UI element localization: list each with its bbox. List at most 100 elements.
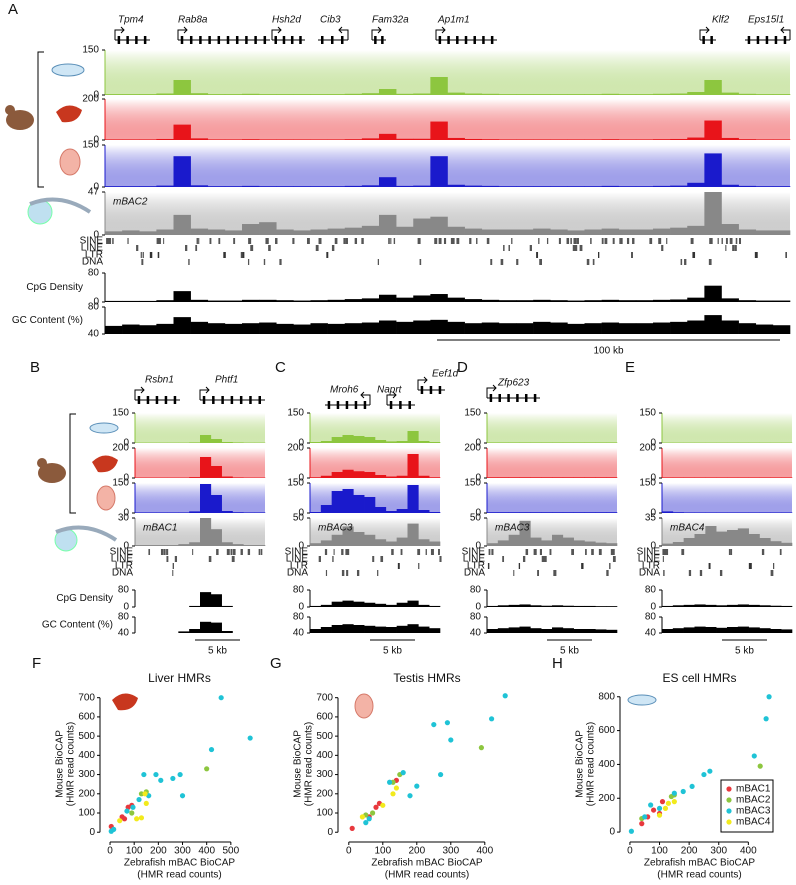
exon [702, 36, 705, 44]
point [390, 791, 396, 797]
signal-bar [721, 92, 739, 95]
signal-bar [530, 512, 542, 513]
track-name: mBAC4 [670, 523, 705, 534]
y-tick-label: 80 [645, 612, 657, 623]
signal-bar [221, 442, 233, 443]
signal-bar [189, 442, 201, 443]
y-tick-label: 300 [78, 769, 95, 780]
gene-name: Eef1d [432, 369, 459, 380]
signal-bar [662, 477, 674, 478]
signal-bar [759, 512, 771, 513]
exon [299, 36, 302, 44]
signal-bar [562, 605, 574, 607]
signal-bar [533, 139, 551, 140]
repeat-mark [450, 238, 454, 244]
signal-bar [327, 94, 346, 95]
exon [155, 396, 159, 404]
repeat-mark [397, 563, 400, 569]
signal-bar [694, 534, 706, 546]
signal-bar [122, 324, 140, 334]
signal-bar [508, 477, 520, 478]
y-tick-label: 0 [650, 508, 656, 519]
signal-bar [573, 477, 585, 478]
signal-bar [464, 228, 483, 235]
repeat-mark [609, 563, 611, 569]
signal-bar [259, 186, 277, 187]
point [766, 694, 772, 700]
repeat-mark [543, 556, 546, 562]
repeat-mark [738, 238, 742, 244]
repeat-mark [306, 238, 310, 244]
y-tick-label: 0 [475, 541, 481, 552]
repeat-mark [544, 556, 547, 562]
repeat-mark [666, 238, 668, 244]
signal-bar [122, 186, 140, 187]
gene-name: Fam32a [372, 15, 409, 26]
signal-bar [481, 185, 500, 187]
y-tick-label: 200 [287, 443, 304, 454]
repeat-mark [773, 563, 775, 569]
signal-bar [552, 477, 564, 478]
legend-label: mBAC2 [736, 795, 771, 806]
signal-bar [601, 185, 620, 187]
repeat-mark [159, 238, 161, 244]
signal-bar [672, 628, 684, 633]
legend-label: mBAC1 [736, 784, 771, 795]
signal-bar [687, 182, 705, 187]
signal-bar [481, 229, 500, 235]
y-tick-label: 40 [293, 628, 305, 639]
signal-bar [105, 186, 123, 187]
repeat-mark [486, 238, 490, 244]
repeat-mark [591, 549, 594, 555]
signal-bar [310, 477, 322, 478]
repeat-mark [663, 549, 667, 555]
signal-bar [139, 139, 157, 140]
repeat-mark [400, 549, 403, 555]
signal-bar [683, 477, 695, 478]
x-tick-label: 400 [740, 846, 757, 857]
repeat-mark [570, 238, 572, 244]
signal-bar [190, 185, 209, 187]
repeat-mark [172, 563, 174, 569]
panel-label: C [275, 359, 286, 376]
signal-bar [716, 512, 728, 513]
y-tick-label: 80 [293, 612, 305, 623]
repeat-mark [268, 245, 271, 251]
signal-bar [331, 472, 343, 478]
signal-bar [353, 495, 365, 513]
signal-bar [716, 477, 728, 478]
exon [489, 394, 493, 402]
exon [164, 396, 168, 404]
signal-bar [320, 604, 332, 607]
gene-name: Cib3 [320, 15, 341, 26]
x-tick-label: 200 [150, 846, 167, 857]
exon [341, 36, 344, 44]
signal-bar [344, 185, 363, 187]
track-name: mBAC1 [143, 523, 177, 534]
exon [389, 401, 393, 409]
repeat-mark [729, 238, 733, 244]
point [218, 695, 224, 701]
gene-name: Mroh6 [330, 385, 359, 396]
signal-bar [418, 441, 430, 443]
signal-bar [672, 512, 684, 513]
point [651, 807, 657, 813]
signal-bar [407, 454, 419, 478]
signal-bar [413, 138, 431, 140]
signal-bar [190, 228, 209, 235]
exon [783, 36, 787, 44]
signal-bar [573, 629, 585, 633]
exon [290, 36, 294, 44]
signal-bar [310, 629, 322, 633]
signal-bar [770, 629, 782, 633]
repeat-label: DNA [112, 568, 133, 579]
signal-bar [310, 543, 322, 546]
signal-bar [530, 477, 542, 478]
signal-bar [683, 512, 695, 513]
signal-bar [662, 543, 674, 546]
signal-bar [464, 93, 483, 95]
y-tick-label: 40 [88, 329, 100, 340]
exon [447, 36, 450, 44]
repeat-mark [721, 238, 723, 244]
signal-bar [242, 139, 260, 140]
